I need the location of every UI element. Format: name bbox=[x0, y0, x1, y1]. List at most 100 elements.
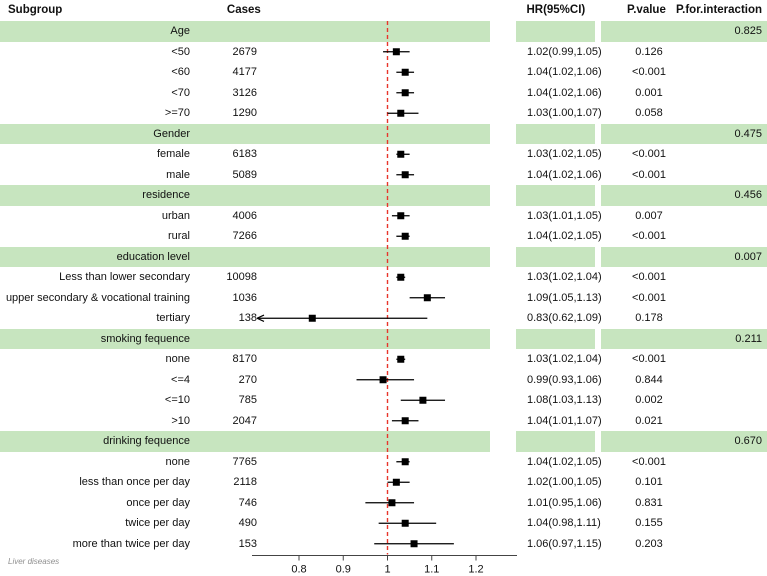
cases-value: 4177 bbox=[232, 66, 257, 78]
p-value: 0.058 bbox=[635, 107, 663, 119]
group-plot-spacer bbox=[259, 247, 524, 268]
hr-ci-value: 1.04(1.02,1.05) bbox=[527, 230, 602, 242]
hr-ci-value: 1.03(1.00,1.07) bbox=[527, 107, 602, 119]
p-value: 0.126 bbox=[635, 45, 663, 58]
subgroup-label: <70 bbox=[171, 86, 190, 99]
cases-value: 153 bbox=[238, 537, 257, 550]
subgroup-label: male bbox=[166, 168, 190, 181]
forest-row: <70 3126 1.04(1.02,1.06) 0.001 bbox=[0, 83, 767, 104]
forest-row: <=10 785 1.08(1.03,1.13) 0.002 bbox=[0, 390, 767, 411]
pint-spacer bbox=[679, 144, 767, 165]
group-label: Gender bbox=[153, 127, 190, 140]
group-cases-spacer bbox=[192, 431, 259, 452]
subgroup-label: more than twice per day bbox=[72, 537, 190, 550]
group-plot-spacer bbox=[259, 124, 524, 145]
ci-plot-cell bbox=[259, 534, 524, 555]
table-header: Subgroup Cases HR(95%CI) P.value P.for.i… bbox=[0, 0, 767, 21]
header-subgroup: Subgroup bbox=[8, 4, 63, 16]
cases-value: 3126 bbox=[232, 86, 257, 99]
group-label: drinking fequence bbox=[103, 435, 190, 447]
cases-value: 6183 bbox=[232, 148, 257, 160]
pint-spacer bbox=[679, 493, 767, 514]
p-value: 0.203 bbox=[635, 537, 663, 550]
subgroup-label: tertiary bbox=[156, 312, 190, 324]
band-background bbox=[601, 328, 767, 349]
p-interaction-value: 0.007 bbox=[734, 250, 762, 263]
subgroup-label: <=10 bbox=[164, 394, 190, 406]
subgroup-label: Less than lower secondary bbox=[59, 271, 190, 283]
subgroup-label: <50 bbox=[171, 45, 190, 58]
ci-plot-cell bbox=[259, 144, 524, 165]
subgroup-label: upper secondary & vocational training bbox=[5, 291, 190, 304]
header-plot-spacer bbox=[263, 0, 524, 21]
cases-value: 5089 bbox=[232, 168, 257, 181]
group-band-row: smoking fequence 0.211 bbox=[0, 328, 767, 350]
pint-spacer bbox=[679, 411, 767, 432]
cases-value: 746 bbox=[238, 496, 257, 509]
p-interaction-value: 0.211 bbox=[735, 332, 762, 345]
band-background bbox=[516, 431, 595, 452]
pint-spacer bbox=[679, 513, 767, 534]
cases-value: 8170 bbox=[232, 353, 257, 365]
pint-spacer bbox=[679, 165, 767, 186]
hr-ci-value: 1.06(0.97,1.15) bbox=[527, 537, 602, 550]
header-p-value: P.value bbox=[627, 4, 666, 16]
group-plot-spacer bbox=[259, 431, 524, 452]
p-interaction-value: 0.825 bbox=[734, 25, 762, 37]
group-pv-spacer bbox=[619, 21, 679, 42]
subgroup-label: <=4 bbox=[171, 373, 190, 386]
hr-ci-value: 1.01(0.95,1.06) bbox=[527, 496, 602, 509]
forest-row: >=70 1290 1.03(1.00,1.07) 0.058 bbox=[0, 103, 767, 124]
p-value: <0.001 bbox=[632, 291, 666, 304]
band-background bbox=[0, 185, 490, 206]
group-hr-spacer bbox=[524, 21, 619, 42]
cases-value: 7765 bbox=[232, 455, 257, 468]
forest-row: male 5089 1.04(1.02,1.06) <0.001 bbox=[0, 165, 767, 186]
hr-ci-value: 1.03(1.02,1.04) bbox=[527, 271, 602, 283]
forest-row: <=4 270 0.99(0.93,1.06) 0.844 bbox=[0, 370, 767, 391]
group-band-row: Gender 0.475 bbox=[0, 123, 767, 145]
forest-row: >10 2047 1.04(1.01,1.07) 0.021 bbox=[0, 411, 767, 432]
hr-ci-value: 0.99(0.93,1.06) bbox=[527, 373, 602, 386]
pint-spacer bbox=[679, 83, 767, 104]
group-pv-spacer bbox=[619, 247, 679, 268]
pint-spacer bbox=[679, 472, 767, 493]
p-interaction-value: 0.670 bbox=[734, 435, 762, 447]
cases-value: 490 bbox=[238, 517, 257, 529]
pint-spacer bbox=[679, 42, 767, 63]
pint-spacer bbox=[679, 62, 767, 83]
ci-plot-cell bbox=[259, 370, 524, 391]
band-background bbox=[0, 431, 490, 452]
ci-plot-cell bbox=[259, 288, 524, 309]
ci-plot-cell bbox=[259, 493, 524, 514]
cases-value: 2118 bbox=[233, 476, 257, 488]
forest-row: female 6183 1.03(1.02,1.05) <0.001 bbox=[0, 144, 767, 165]
hr-ci-value: 1.02(1.00,1.05) bbox=[527, 476, 602, 488]
forest-row: Less than lower secondary 10098 1.03(1.02,… bbox=[0, 267, 767, 288]
cases-value: 10098 bbox=[226, 271, 257, 283]
group-plot-spacer bbox=[259, 329, 524, 350]
p-interaction-value: 0.456 bbox=[734, 189, 762, 201]
band-background bbox=[601, 246, 767, 267]
x-axis-tick-label: 0.9 bbox=[336, 564, 351, 576]
group-band-row: Age 0.825 bbox=[0, 21, 767, 42]
ci-plot-cell bbox=[259, 452, 524, 473]
band-background bbox=[516, 246, 595, 267]
ci-plot-cell bbox=[259, 165, 524, 186]
hr-ci-value: 1.04(1.01,1.07) bbox=[527, 414, 602, 427]
cases-value: 1290 bbox=[232, 107, 257, 119]
header-cases: Cases bbox=[226, 4, 261, 16]
p-value: <0.001 bbox=[632, 168, 666, 181]
group-cases-spacer bbox=[192, 247, 259, 268]
group-cases-spacer bbox=[192, 185, 259, 206]
hr-ci-value: 1.09(1.05,1.13) bbox=[527, 291, 602, 304]
forest-row: <50 2679 1.02(0.99,1.05) 0.126 bbox=[0, 42, 767, 63]
group-pv-spacer bbox=[619, 185, 679, 206]
p-value: 0.155 bbox=[635, 517, 663, 529]
figure-footnote: Liver diseases bbox=[8, 557, 60, 566]
pint-spacer bbox=[679, 288, 767, 309]
pint-spacer bbox=[679, 308, 767, 329]
header-p-interaction: P.for.interaction bbox=[675, 4, 763, 16]
band-background bbox=[516, 123, 595, 144]
band-background bbox=[516, 185, 595, 206]
